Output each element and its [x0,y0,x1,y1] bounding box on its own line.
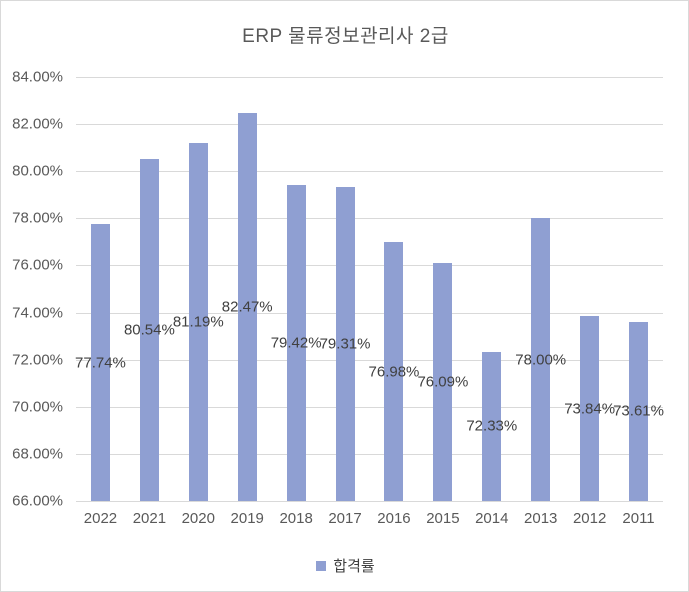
bar-value-label: 81.19% [172,313,224,331]
x-category-label: 2015 [426,510,460,527]
gridline [76,453,663,455]
legend-label: 합격률 [333,558,375,575]
x-category-label: 2011 [622,510,655,527]
x-axis: 2022 2021 2020 2019 2018 2017 2016 2015 2014 2013… [76,510,663,534]
y-tick-label: 66.00% [12,492,63,510]
bar [482,351,502,501]
x-category-label: 2012 [572,510,607,527]
bar-value-label: 73.61% [613,402,664,420]
bar [286,184,306,501]
bar [629,321,649,501]
gridline [76,77,663,78]
bar [580,316,600,501]
bar [139,158,159,501]
bar [384,242,404,501]
bar [335,187,355,501]
bar-value-label: 82.47% [221,298,273,316]
y-tick-label: 84.00% [12,68,63,86]
x-category-label: 2018 [279,510,313,527]
y-tick-label: 76.00% [12,256,63,274]
bar-value-label: 72.33% [466,417,518,435]
bar-value-label: 77.74% [75,354,126,372]
gridline [76,312,663,314]
gridline [76,359,663,361]
y-tick-label: 70.00% [12,398,63,416]
x-category-label: 2020 [181,510,215,527]
y-tick-label: 80.00% [12,162,63,180]
y-axis: 84.00% 82.00% 80.00% 78.00% 76.00% 74.00% 72.0… [1,1,63,591]
x-category-label: 2022 [83,510,118,527]
bar-value-label: 80.54% [123,321,175,339]
bar-value-label: 78.00% [515,351,567,369]
bar-value-label: 79.42% [270,334,322,352]
gridline [76,406,663,408]
bar [531,218,551,501]
gridline [76,501,663,502]
y-tick-label: 68.00% [12,445,63,463]
x-category-label: 2017 [328,510,362,527]
bar-value-label: 76.98% [368,363,420,381]
chart-title: ERP 물류정보관리사 2급 [242,26,449,47]
bar-value-label: 76.09% [417,373,469,391]
bar-value-label: 73.84% [564,400,616,418]
bar [90,224,110,501]
y-tick-label: 82.00% [12,115,63,133]
bar [188,143,208,501]
x-category-label: 2021 [132,510,167,527]
plot-area: 77.74% 80.54% 81.19% 82.47% 79.42% 79.31% 76.9… [75,77,664,502]
bar-value-label: 79.31% [319,335,371,353]
legend-swatch-icon [316,560,327,571]
gridline [76,124,663,126]
y-tick-label: 72.00% [12,351,63,369]
gridline [76,171,663,173]
y-tick-label: 74.00% [12,304,63,322]
y-tick-label: 78.00% [12,209,63,227]
x-category-label: 2014 [475,510,509,527]
bar [237,113,257,501]
legend: 합격률 [1,555,688,576]
x-category-label: 2016 [377,510,411,527]
x-category-label: 2013 [524,510,558,527]
bar [433,263,453,501]
gridline [76,218,663,220]
gridline [76,265,663,267]
x-category-label: 2019 [230,510,264,527]
